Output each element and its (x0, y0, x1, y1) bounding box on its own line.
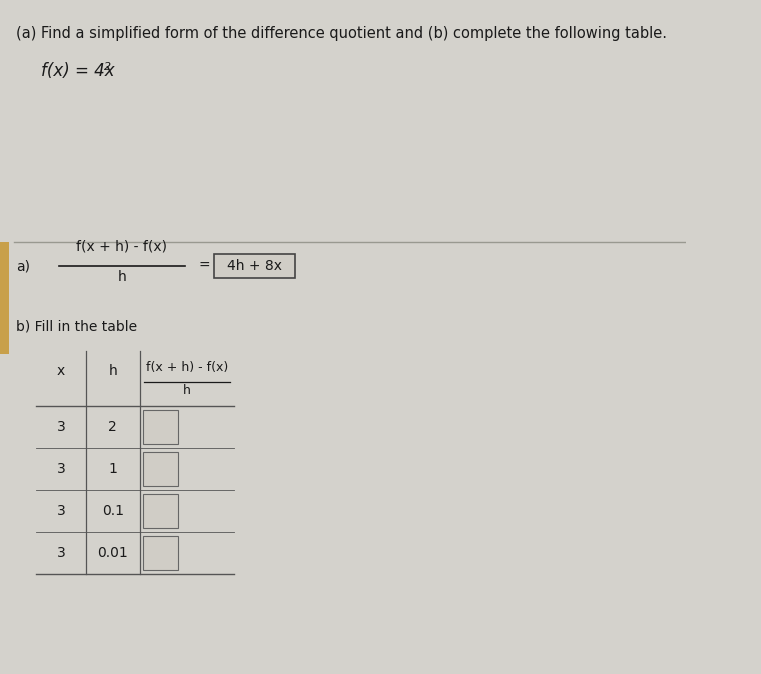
Text: f(x + h) - f(x): f(x + h) - f(x) (76, 240, 167, 254)
Text: 2: 2 (108, 420, 117, 434)
Text: b) Fill in the table: b) Fill in the table (16, 319, 137, 333)
Bar (143, 410, 177, 444)
Text: 1: 1 (108, 462, 117, 476)
Text: h: h (183, 384, 191, 397)
Bar (143, 452, 177, 486)
Bar (143, 536, 177, 570)
Text: 3: 3 (56, 504, 65, 518)
Text: =: = (199, 259, 210, 273)
Text: a): a) (16, 259, 30, 273)
Text: 3: 3 (56, 546, 65, 560)
Text: h: h (108, 364, 117, 378)
Bar (0, 242, 9, 354)
Text: f(x) = 4x: f(x) = 4x (40, 62, 114, 80)
Text: f(x + h) - f(x): f(x + h) - f(x) (146, 361, 228, 374)
Bar (143, 494, 177, 528)
Text: 3: 3 (56, 420, 65, 434)
Text: 0.1: 0.1 (102, 504, 123, 518)
Text: (a) Find a simplified form of the difference quotient and (b) complete the follo: (a) Find a simplified form of the differ… (16, 26, 667, 41)
Text: h: h (117, 270, 126, 284)
Text: 0.01: 0.01 (97, 546, 128, 560)
Text: 2: 2 (103, 62, 111, 72)
Bar (214, 254, 295, 278)
Text: 3: 3 (56, 462, 65, 476)
Text: 4h + 8x: 4h + 8x (227, 259, 282, 273)
Text: x: x (57, 364, 65, 378)
